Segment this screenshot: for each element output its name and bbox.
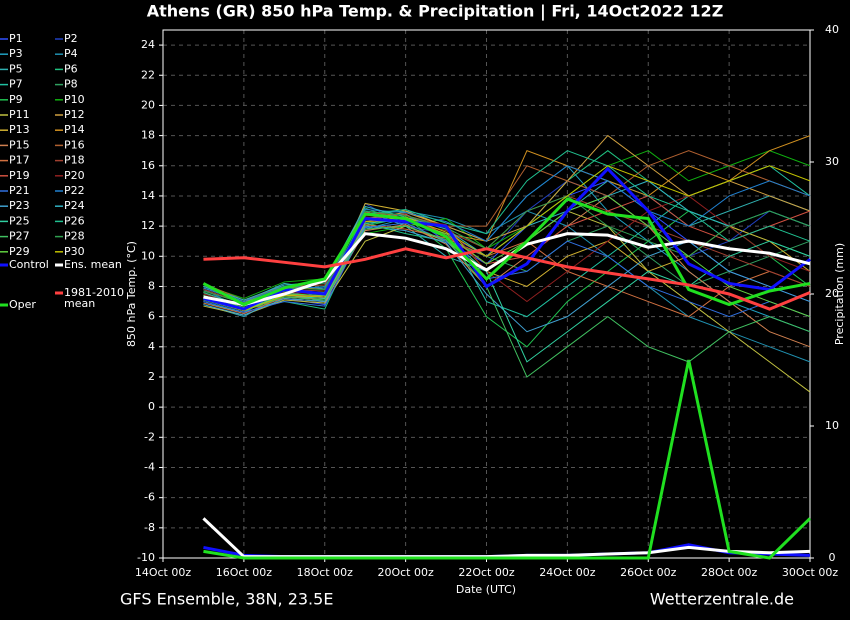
legend-label: P12: [64, 108, 85, 121]
legend-label: P27: [9, 230, 30, 243]
y-tick-label: 20: [141, 98, 155, 111]
legend-entry: 1981-2010 mean: [64, 287, 124, 310]
legend-label: P9: [9, 93, 23, 106]
y-tick-label: -2: [144, 430, 155, 443]
y-tick-label: 14: [141, 189, 155, 202]
legend-label: P1: [9, 32, 23, 45]
y-tick-label: 12: [141, 219, 155, 232]
legend-label: P18: [64, 154, 85, 167]
legend-label: P17: [9, 154, 30, 167]
temp-line: [203, 225, 811, 378]
legend-label: P22: [64, 184, 85, 197]
y-tick-label: 24: [141, 38, 155, 51]
x-tick-label: 14Oct 00z: [135, 566, 192, 579]
y2-axis-label: Precipitation (mm): [833, 243, 846, 345]
y2-tick-label: 10: [825, 419, 839, 432]
y2-tick-label: 40: [825, 23, 839, 36]
temp-line: [203, 166, 811, 311]
y2-tick-label: 20: [825, 287, 839, 300]
legend-label: P16: [64, 138, 85, 151]
legend-label: P19: [9, 169, 30, 182]
legend-label: Ens. mean: [64, 258, 122, 271]
y-tick-label: 6: [148, 310, 155, 323]
footer-right: Wetterzentrale.de: [650, 590, 794, 609]
y-tick-label: -6: [144, 491, 155, 504]
legend-label: P11: [9, 108, 30, 121]
y2-tick-label: 30: [825, 155, 839, 168]
x-tick-label: 30Oct 00z: [782, 566, 839, 579]
temp-line: [203, 232, 811, 307]
legend-label: P15: [9, 138, 30, 151]
chart-title: Athens (GR) 850 hPa Temp. & Precipitatio…: [147, 2, 724, 22]
x-tick-label: 22Oct 00z: [458, 566, 515, 579]
legend-label: P29: [9, 245, 30, 258]
y-tick-label: 2: [148, 370, 155, 383]
legend-label: P24: [64, 199, 85, 212]
y-tick-label: -4: [144, 460, 155, 473]
legend-label: P28: [64, 230, 85, 243]
x-tick-label: 18Oct 00z: [297, 566, 354, 579]
legend-label: 1981-2010 mean: [64, 287, 124, 310]
x-tick-label: 24Oct 00z: [539, 566, 596, 579]
temp-line: [203, 247, 811, 311]
legend-label: P6: [64, 62, 78, 75]
y-axis-label: 850 hPa Temp. (°C): [125, 241, 138, 347]
temp-line: [202, 197, 811, 307]
legend-label: P30: [64, 245, 85, 258]
y-tick-label: 4: [148, 340, 155, 353]
y-tick-label: 22: [141, 68, 155, 81]
legend-label: P26: [64, 214, 85, 227]
y-tick-label: 8: [148, 279, 155, 292]
legend-label: Control: [9, 258, 49, 271]
footer-left: GFS Ensemble, 38N, 23.5E: [120, 590, 333, 609]
legend-label: P8: [64, 78, 78, 91]
y-tick-label: 16: [141, 159, 155, 172]
y-tick-label: 0: [148, 400, 155, 413]
x-tick-label: 16Oct 00z: [216, 566, 273, 579]
y-tick-label: -8: [144, 521, 155, 534]
legend-label: P21: [9, 184, 30, 197]
legend-label: P7: [9, 78, 23, 91]
x-axis-label: Date (UTC): [456, 583, 516, 596]
legend-label: P23: [9, 199, 30, 212]
legend-label: P4: [64, 47, 78, 60]
x-tick-label: 26Oct 00z: [620, 566, 677, 579]
legend-label: P3: [9, 47, 23, 60]
precip-line: [203, 359, 812, 560]
y2-tick-label: 0: [829, 551, 836, 564]
x-tick-label: 28Oct 00z: [701, 566, 758, 579]
legend-label: P25: [9, 214, 30, 227]
legend-label: P2: [64, 32, 78, 45]
temp-line: [203, 165, 811, 312]
y-tick-label: -10: [137, 551, 155, 564]
legend-label: P14: [64, 123, 85, 136]
y-tick-label: 18: [141, 129, 155, 142]
y-tick-label: 10: [141, 249, 155, 262]
temp-line: [203, 225, 811, 333]
legend-label: P20: [64, 169, 85, 182]
legend-label: P13: [9, 123, 30, 136]
x-tick-label: 20Oct 00z: [377, 566, 434, 579]
legend-label: Oper: [9, 298, 36, 311]
temp-line: [203, 224, 811, 318]
legend-label: P10: [64, 93, 85, 106]
legend-label: P5: [9, 62, 23, 75]
